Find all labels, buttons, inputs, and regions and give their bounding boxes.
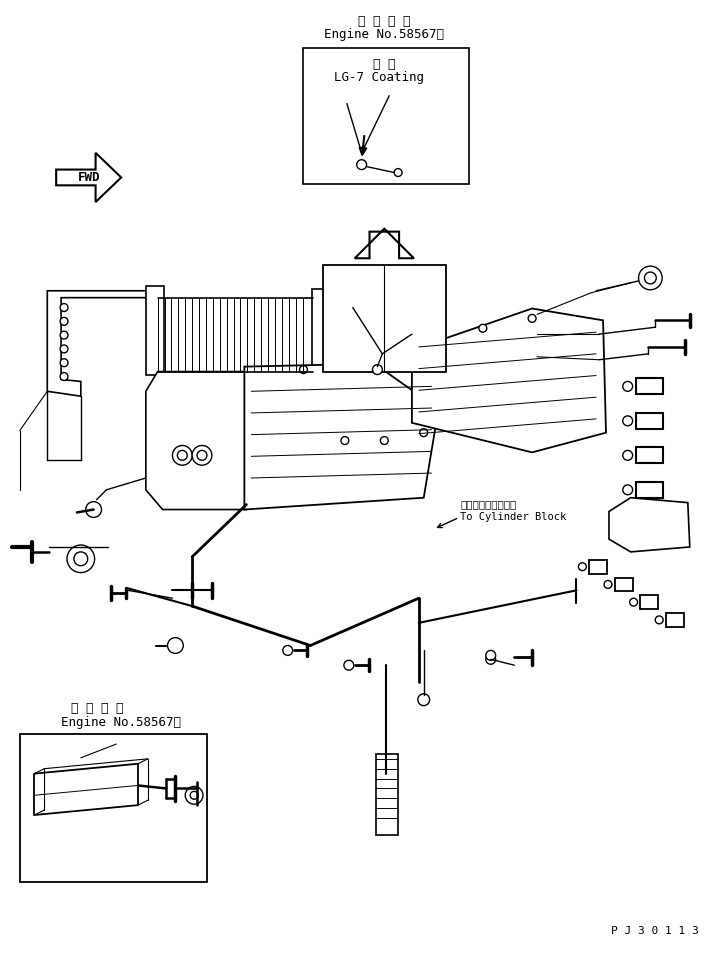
Text: LG-7 Coating: LG-7 Coating [335, 72, 424, 84]
Circle shape [167, 638, 183, 653]
Circle shape [623, 451, 633, 460]
Polygon shape [355, 228, 414, 258]
Circle shape [197, 451, 207, 460]
Circle shape [60, 317, 68, 326]
Text: To Cylinder Block: To Cylinder Block [460, 513, 567, 522]
Polygon shape [244, 364, 439, 510]
Circle shape [185, 786, 203, 804]
Circle shape [579, 562, 587, 571]
Text: Engine No.58567～: Engine No.58567～ [61, 716, 181, 729]
Circle shape [645, 272, 656, 284]
Polygon shape [47, 290, 158, 396]
Circle shape [60, 359, 68, 367]
Bar [146, 286, 164, 374]
Bar [376, 753, 398, 835]
Bar [304, 49, 469, 184]
Circle shape [344, 660, 354, 670]
Circle shape [434, 316, 442, 325]
Circle shape [623, 416, 633, 426]
Text: 適 用 号 機: 適 用 号 機 [71, 702, 123, 715]
Circle shape [67, 545, 95, 573]
Circle shape [381, 436, 388, 444]
Circle shape [630, 598, 638, 606]
Text: Engine No.58567～: Engine No.58567～ [325, 28, 444, 41]
Circle shape [85, 501, 101, 518]
Text: 適 用 号 機: 適 用 号 機 [358, 15, 411, 29]
Bar [312, 288, 330, 372]
Circle shape [418, 693, 429, 706]
Circle shape [60, 345, 68, 352]
Circle shape [172, 445, 192, 465]
Circle shape [479, 325, 487, 332]
Circle shape [177, 451, 187, 460]
Circle shape [420, 429, 428, 436]
Polygon shape [56, 153, 121, 202]
Circle shape [283, 646, 293, 655]
Polygon shape [609, 498, 690, 552]
Circle shape [326, 318, 334, 327]
Text: シリンダブロックへ: シリンダブロックへ [460, 499, 516, 510]
Circle shape [623, 381, 633, 392]
Circle shape [373, 365, 382, 374]
Text: 塗 布: 塗 布 [373, 57, 396, 71]
Circle shape [192, 445, 212, 465]
Circle shape [190, 792, 198, 799]
Circle shape [299, 366, 307, 373]
Circle shape [357, 159, 367, 170]
Circle shape [623, 485, 633, 495]
Circle shape [528, 314, 536, 322]
Circle shape [486, 654, 495, 665]
Bar [323, 265, 447, 371]
Circle shape [60, 372, 68, 380]
Circle shape [638, 266, 662, 289]
Polygon shape [146, 371, 261, 510]
Circle shape [60, 304, 68, 311]
Text: FWD: FWD [78, 171, 100, 184]
Circle shape [656, 616, 663, 624]
Circle shape [486, 650, 495, 660]
Text: P J 3 0 1 1 3: P J 3 0 1 1 3 [611, 926, 699, 936]
Circle shape [341, 436, 349, 444]
Circle shape [74, 552, 88, 565]
Circle shape [60, 331, 68, 339]
Circle shape [604, 581, 612, 588]
Polygon shape [412, 308, 606, 453]
Bar [19, 734, 207, 882]
Circle shape [394, 169, 402, 177]
